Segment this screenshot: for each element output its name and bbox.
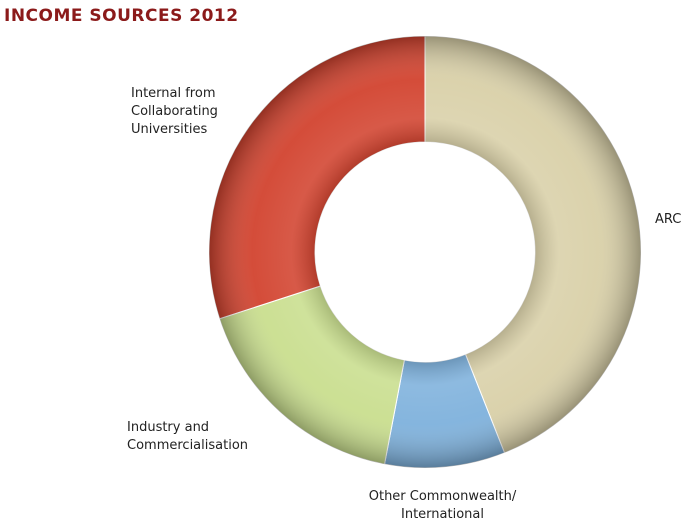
slice-label: Other Commonwealth/ International	[368, 489, 517, 522]
slice-label: ARC	[655, 212, 682, 227]
chart-title: INCOME SOURCES 2012	[4, 6, 239, 26]
slice	[208, 35, 426, 320]
slice-label: Industry and Commercialisation	[127, 420, 249, 453]
slice-label: Internal from Collaborating Universities	[131, 86, 218, 137]
